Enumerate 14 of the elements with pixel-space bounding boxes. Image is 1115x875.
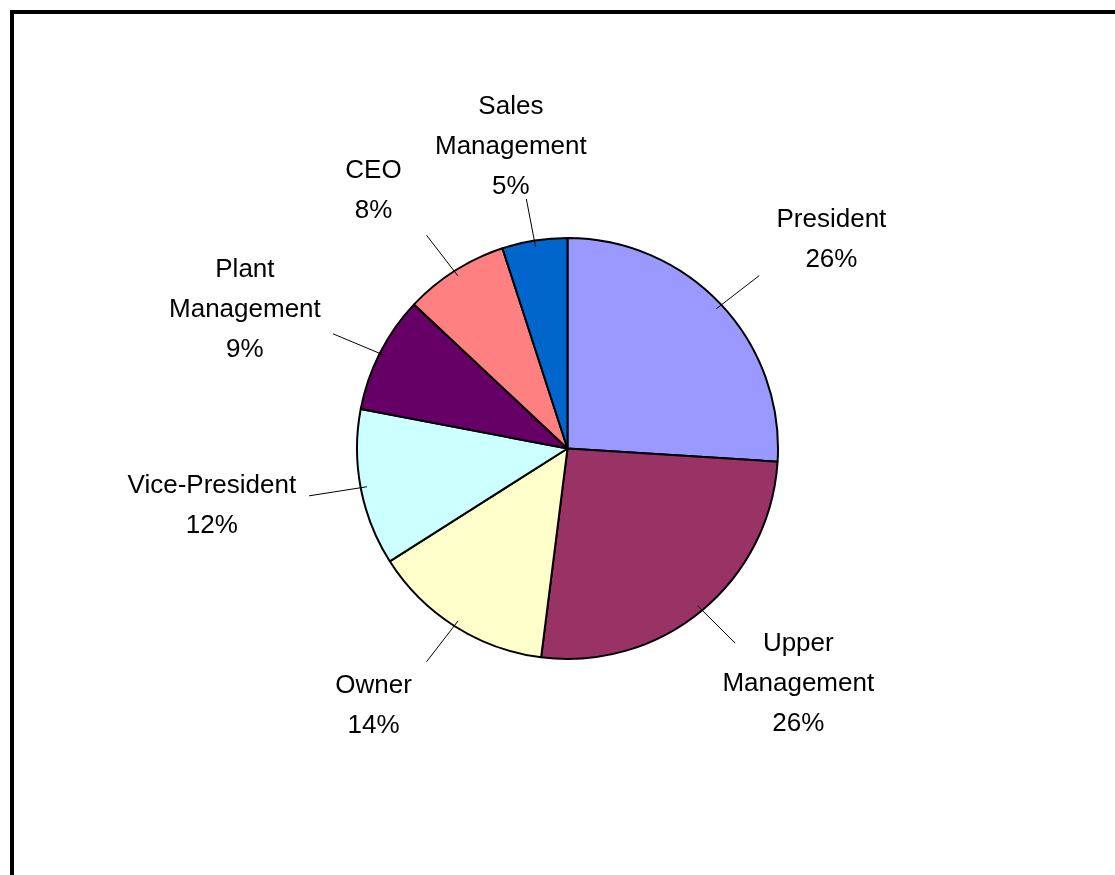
slice-label: Plant Management — [169, 253, 322, 324]
data-label: 14% — [347, 709, 400, 740]
data-label: 26% — [772, 706, 825, 737]
data-label: 26% — [805, 242, 858, 273]
data-label: 8% — [354, 193, 393, 224]
slice-label: President — [776, 202, 888, 233]
data-label: 12% — [185, 508, 238, 539]
data-label: 5% — [492, 170, 530, 201]
slice-label: Upper Management — [722, 626, 875, 697]
slice-label: Vice-President — [127, 468, 297, 499]
slice-label: CEO — [345, 153, 402, 184]
slice-label: Sales Management — [434, 90, 588, 161]
data-label: 9% — [226, 333, 264, 364]
slice-label: Owner — [335, 669, 413, 700]
